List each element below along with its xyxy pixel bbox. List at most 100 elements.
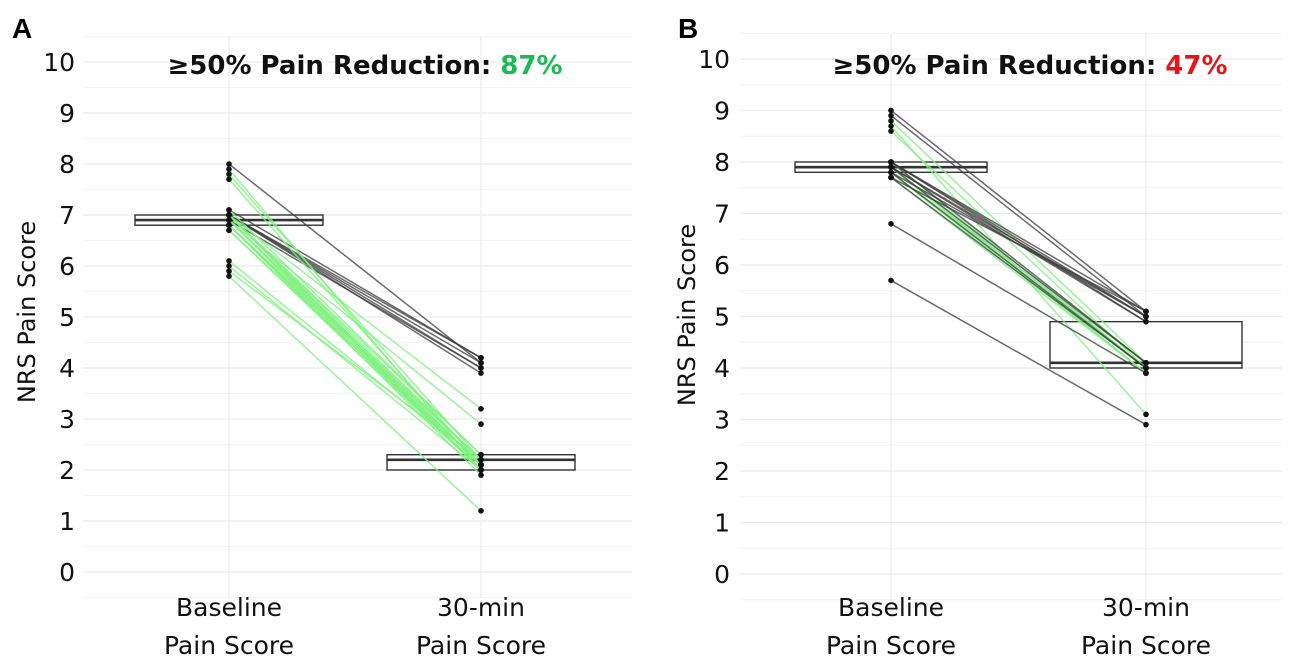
chart-b-y-tick-label: 10 <box>698 45 730 74</box>
chart-b-baseline-point <box>888 118 894 124</box>
chart-a-responder-line <box>228 275 482 512</box>
chart-b-baseline-point <box>888 128 894 134</box>
chart-a-baseline-point <box>226 268 232 274</box>
chart-b-post-point <box>1143 318 1149 325</box>
chart-b-nonresponder-line <box>890 115 1147 318</box>
chart-a-y-tick-label: 9 <box>59 99 75 128</box>
chart-a-baseline-point <box>226 273 232 280</box>
chart-b-nonresponder-line <box>890 176 1147 369</box>
chart-a-responder-line <box>228 270 482 461</box>
chart-b-y-axis-label: NRS Pain Score <box>673 224 701 406</box>
chart-a-baseline-point <box>226 176 232 183</box>
chart-b-post-point <box>1143 421 1149 428</box>
chart-a-svg: A 0 1 2 3 4 5 6 7 8 9 10 NRS Pain Score Baseline Pain … <box>12 13 632 660</box>
chart-a-baseline-point <box>226 161 232 167</box>
chart-a-title: ≥50% Pain Reduction: 87% <box>167 51 562 81</box>
chart-a-x-category-label: Baseline <box>176 593 282 622</box>
chart-b-baseline-point <box>888 112 894 119</box>
chart-a-y-tick-label: 1 <box>59 507 75 536</box>
chart-b-nonresponder-line <box>890 223 1147 374</box>
chart-a-y-tick-label: 10 <box>43 48 75 77</box>
chart-b-post-point <box>1143 360 1149 366</box>
chart-b-title: ≥50% Pain Reduction: 47% <box>832 51 1227 81</box>
chart-b-y-tick-label: 8 <box>714 148 730 177</box>
chart-b-baseline-point <box>888 221 894 227</box>
chart-a-nonresponder-line <box>228 214 482 359</box>
chart-a-responder-line <box>228 265 482 471</box>
chart-b-y-tick-label: 9 <box>714 97 730 126</box>
chart-a-post-point <box>478 462 484 468</box>
chart-a-post-point <box>478 508 484 514</box>
chart-a-baseline-point <box>226 227 232 234</box>
chart-a-baseline-point <box>226 212 232 218</box>
chart-b-title-value: 47% <box>1165 51 1227 81</box>
chart-b-baseline-point <box>888 107 894 114</box>
chart-a-y-tick-label: 3 <box>59 405 75 434</box>
chart-b-y-tick-label: 0 <box>714 560 730 589</box>
chart-a-baseline-point <box>226 263 232 269</box>
chart-b-nonresponder-line <box>890 279 1147 426</box>
chart-b-baseline-point <box>888 277 894 284</box>
chart-a-post-point <box>478 365 484 371</box>
chart-a-baseline-point <box>226 258 232 264</box>
chart-a-x-category-label: 30-min <box>437 593 525 622</box>
chart-a-post-point <box>478 406 484 412</box>
chart-b-nonresponder-line <box>890 109 1147 312</box>
chart-a-responder-line <box>228 260 482 466</box>
chart-b-x-category-label: Pain Score <box>1081 631 1211 660</box>
chart-b-y-tick-label: 3 <box>714 406 730 435</box>
chart-a-post-point <box>478 472 484 478</box>
chart-a-y-tick-label: 2 <box>59 456 75 485</box>
panel-a: A 0 1 2 3 4 5 6 7 8 9 10 NRS Pain Score Baseline Pain … <box>12 13 632 660</box>
chart-b-title-prefix: ≥50% Pain Reduction: <box>832 51 1165 81</box>
chart-b-x-category-label: Pain Score <box>826 631 956 660</box>
chart-a-y-axis-label: NRS Pain Score <box>13 221 41 403</box>
chart-a-responder-line <box>228 219 482 425</box>
chart-a-nonresponder-line <box>228 219 482 369</box>
chart-b-y-tick-label: 1 <box>714 509 730 538</box>
chart-a-x-category-label: Pain Score <box>164 631 294 660</box>
chart-a-post-point <box>478 457 484 463</box>
panel-b: B 0 1 2 3 4 5 6 7 8 9 10 NRS Pain Score Baseline Pain … <box>650 0 1299 660</box>
chart-a-y-tick-label: 8 <box>59 150 75 179</box>
chart-a-baseline-point <box>226 217 232 223</box>
chart-b-post-point <box>1143 370 1149 376</box>
chart-b-baseline-point <box>888 164 894 170</box>
chart-a-responder-line <box>228 214 482 410</box>
chart-b-post-point <box>1143 313 1149 320</box>
chart-b-svg: B 0 1 2 3 4 5 6 7 8 9 10 NRS Pain Score Baseline Pain … <box>673 13 1282 660</box>
chart-b-panel-label: B <box>678 13 698 44</box>
chart-b-post-point <box>1143 365 1149 371</box>
chart-a-y-tick-label: 7 <box>59 201 75 230</box>
chart-a-y-tick-label: 5 <box>59 303 75 332</box>
chart-a-baseline-point <box>226 207 232 213</box>
chart-a-baseline-point <box>226 166 232 172</box>
chart-a-y-tick-label: 6 <box>59 252 75 281</box>
chart-a-post-point <box>478 467 484 473</box>
chart-a-y-tick-label: 4 <box>59 354 75 383</box>
chart-b-baseline-point <box>888 169 894 176</box>
chart-b-y-tick-label: 5 <box>714 303 730 332</box>
chart-b-x-category-label: Baseline <box>838 593 944 622</box>
chart-a-nonresponder-line <box>228 163 482 364</box>
chart-b-post-point <box>1143 411 1149 418</box>
chart-b-y-tick-label: 6 <box>714 251 730 280</box>
chart-a-x-category-label: Pain Score <box>416 631 546 660</box>
chart-a-post-point <box>478 355 484 361</box>
chart-b-baseline-point <box>888 159 894 165</box>
chart-a-panel-label: A <box>12 13 32 44</box>
chart-a-responder-line <box>228 173 482 461</box>
chart-a-y-tick-label: 0 <box>59 558 75 587</box>
chart-a-responder-line <box>228 224 482 461</box>
chart-a-baseline-point <box>226 171 232 177</box>
chart-a-post-point <box>478 370 484 376</box>
chart-a-post-point <box>478 451 484 458</box>
chart-a-title-prefix: ≥50% Pain Reduction: <box>167 51 500 81</box>
chart-b-y-tick-label: 4 <box>714 354 730 383</box>
chart-b-baseline-point <box>888 123 894 129</box>
chart-a-title-value: 87% <box>500 51 562 81</box>
chart-b-post-point <box>1143 308 1149 315</box>
chart-b-y-tick-label: 7 <box>714 200 730 229</box>
chart-b-y-tick-label: 2 <box>714 457 730 486</box>
chart-a-baseline-point <box>226 222 232 228</box>
